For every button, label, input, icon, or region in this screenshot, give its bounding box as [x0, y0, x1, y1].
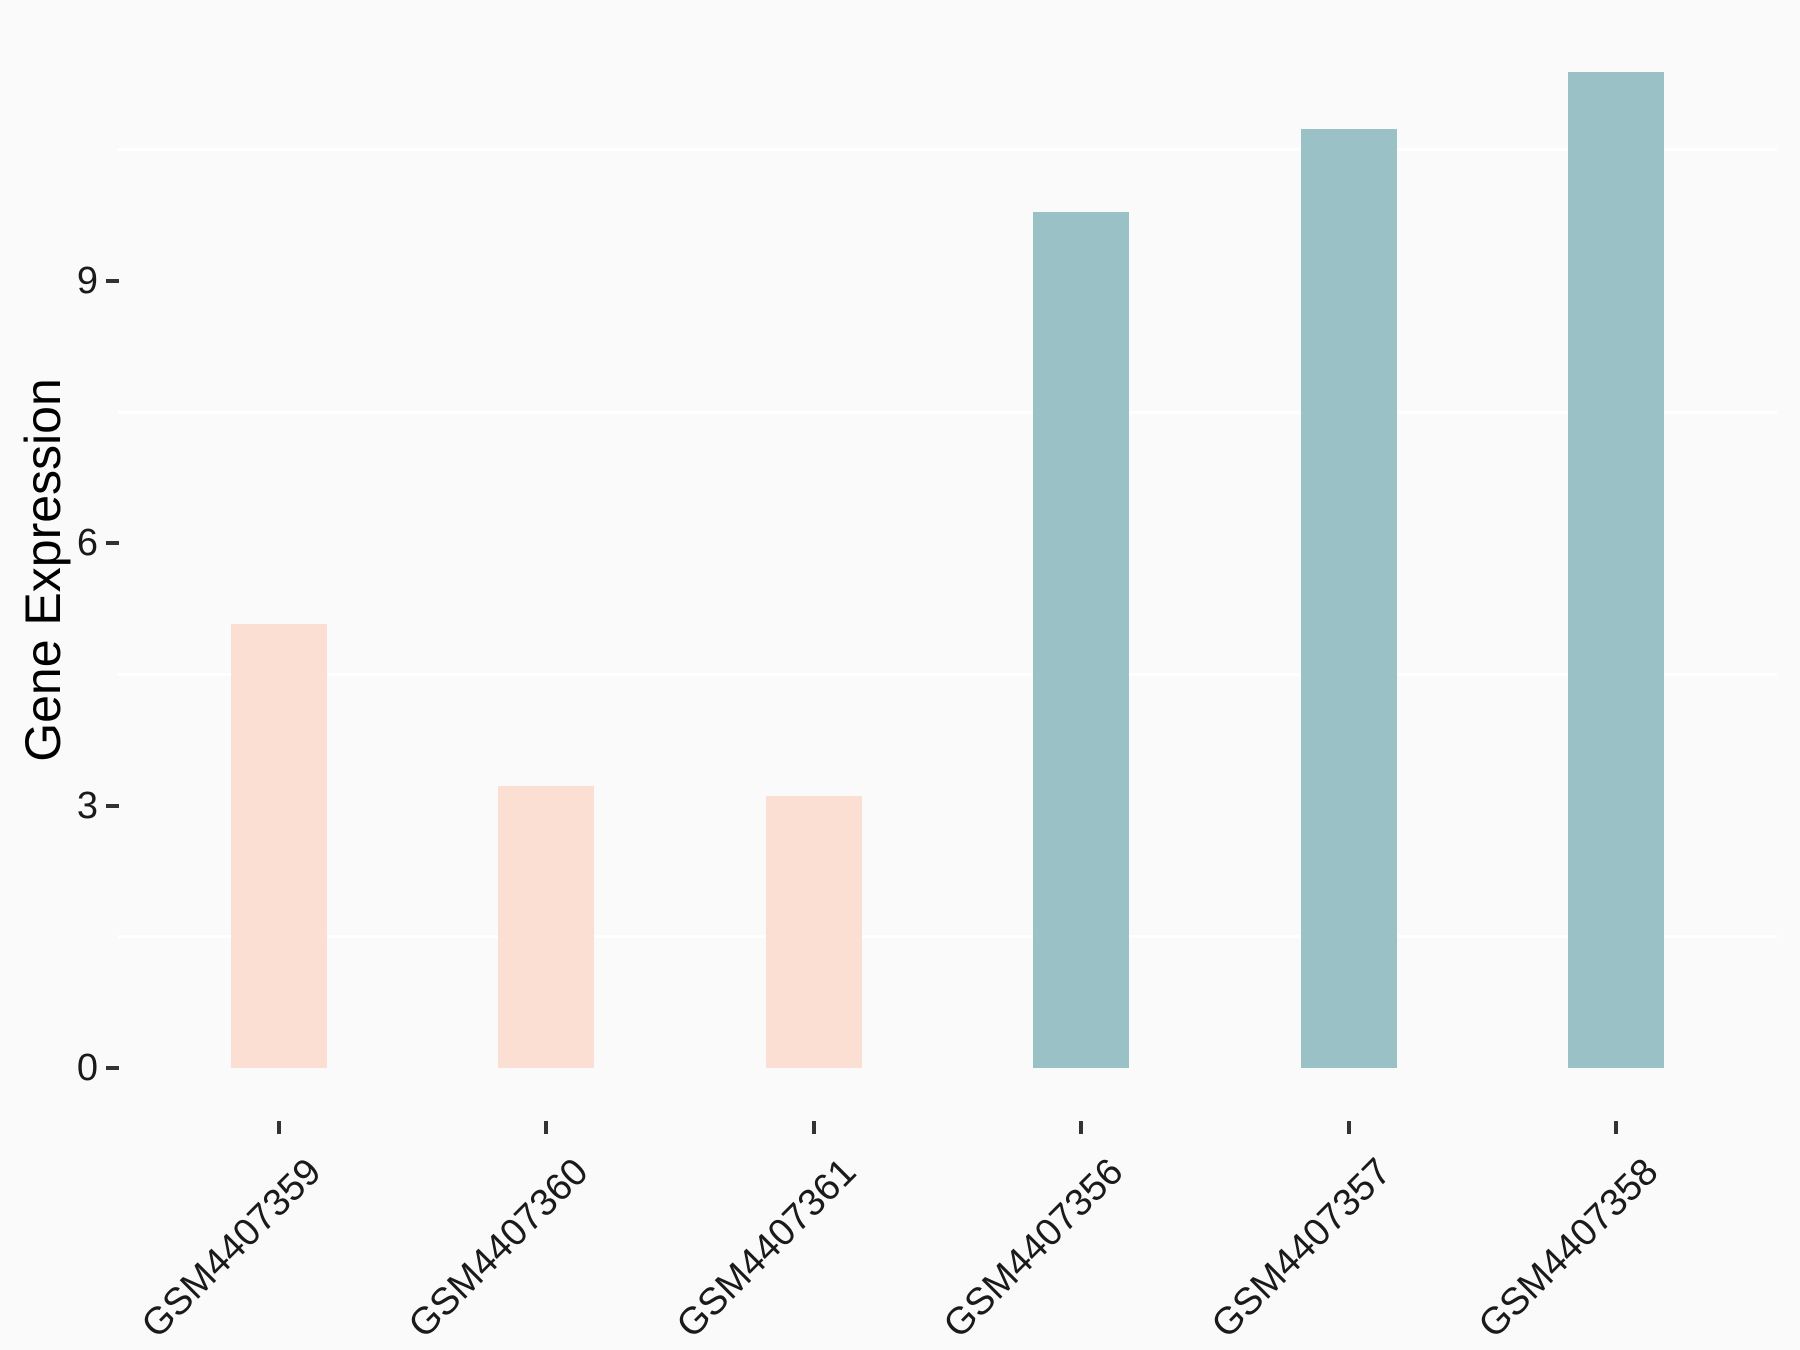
y-tick: [106, 1066, 119, 1070]
y-tick: [106, 279, 119, 284]
x-tick-label: GSM4407359: [133, 1150, 329, 1347]
y-tick-label: 9: [76, 260, 98, 303]
minor-gridline: [118, 673, 1777, 677]
x-tick-label: GSM4407361: [668, 1150, 865, 1347]
bar: [498, 785, 595, 1068]
x-tick-label: GSM4407357: [1203, 1150, 1400, 1347]
x-tick: [1079, 1121, 1084, 1134]
y-tick: [106, 541, 119, 546]
x-tick-label: GSM4407360: [401, 1150, 597, 1347]
x-tick: [544, 1121, 549, 1134]
y-tick: [106, 803, 119, 808]
minor-gridline: [118, 148, 1777, 152]
bar: [1568, 72, 1665, 1068]
x-tick: [811, 1121, 816, 1134]
bar: [1033, 212, 1130, 1068]
y-tick-label: 3: [76, 784, 98, 827]
x-tick: [1614, 1121, 1619, 1134]
bar: [230, 623, 327, 1068]
minor-gridline: [118, 935, 1777, 939]
minor-gridline: [118, 410, 1777, 414]
bar: [765, 796, 862, 1068]
bar: [1300, 129, 1397, 1068]
y-axis-title: Gene Expression: [15, 378, 71, 762]
x-tick: [276, 1121, 281, 1134]
y-tick-label: 6: [76, 522, 98, 565]
x-tick-label: GSM4407356: [936, 1150, 1132, 1347]
y-tick-label: 0: [76, 1047, 98, 1089]
x-tick: [1346, 1121, 1351, 1134]
x-tick-label: GSM4407358: [1471, 1150, 1667, 1347]
